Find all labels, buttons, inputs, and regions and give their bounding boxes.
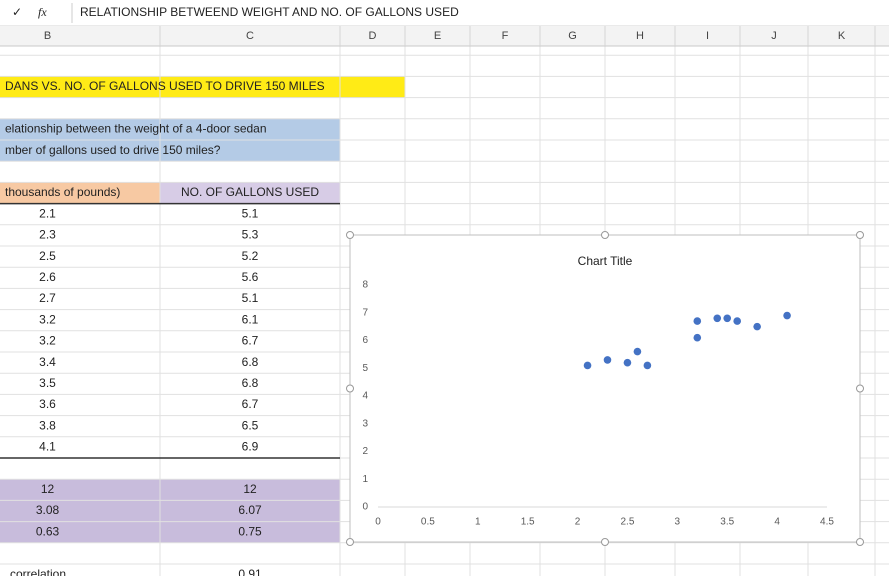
point	[733, 317, 741, 325]
cell[interactable]: 0.63	[36, 524, 60, 538]
x-tick-label: 1	[475, 517, 481, 528]
cell[interactable]: 3.4	[39, 355, 56, 369]
x-tick-label: 1.5	[521, 517, 535, 528]
y-tick-label: 2	[362, 446, 368, 457]
cell-fill	[0, 76, 405, 98]
cell[interactable]: 2.3	[39, 228, 56, 242]
cell[interactable]: 12	[243, 482, 257, 496]
column-header[interactable]: G	[568, 30, 577, 42]
resize-handle[interactable]	[856, 231, 864, 239]
fx-icon[interactable]: fx	[38, 5, 47, 19]
column-header[interactable]: F	[502, 30, 509, 42]
cell[interactable]: 2.6	[39, 270, 56, 284]
column-header[interactable]: J	[771, 30, 777, 42]
cell[interactable]: 6.07	[238, 503, 262, 517]
y-tick-label: 1	[362, 474, 368, 485]
cell[interactable]: 3.08	[36, 503, 60, 517]
cell[interactable]: 2.5	[39, 249, 56, 263]
cell[interactable]: 3.6	[39, 397, 56, 411]
column-header[interactable]: D	[369, 30, 377, 42]
cell[interactable]: 5.3	[242, 228, 259, 242]
column-header[interactable]: K	[838, 30, 846, 42]
cell[interactable]: 6.5	[242, 418, 259, 432]
cell[interactable]: 6.1	[242, 312, 259, 326]
resize-handle[interactable]	[601, 231, 609, 239]
point	[753, 322, 761, 331]
cell[interactable]: 2.1	[39, 206, 56, 220]
x-tick-label: 4	[774, 517, 780, 528]
resize-handle[interactable]	[856, 538, 864, 546]
cell[interactable]: 0.75	[238, 524, 262, 538]
column-header[interactable]: I	[706, 30, 709, 42]
column-header[interactable]: C	[246, 30, 254, 42]
cell[interactable]: NO. OF GALLONS USED	[181, 185, 319, 199]
x-tick-label: 2	[575, 517, 581, 528]
point	[713, 314, 722, 323]
chart-area[interactable]	[349, 234, 861, 543]
cell[interactable]: 12	[41, 482, 55, 496]
cell[interactable]: thousands of pounds)	[5, 185, 120, 199]
point	[623, 358, 632, 367]
x-tick-label: 3	[675, 517, 681, 528]
point	[693, 317, 702, 325]
resize-handle[interactable]	[856, 384, 864, 393]
cell[interactable]: 6.9	[242, 440, 259, 454]
cell[interactable]: 5.6	[242, 270, 259, 284]
cell[interactable]: 6.7	[242, 334, 259, 348]
y-tick-label: 4	[362, 391, 368, 402]
y-tick-label: 3	[362, 418, 368, 429]
cell[interactable]: 3.5	[39, 376, 56, 390]
point	[643, 361, 652, 370]
cell[interactable]: 6.7	[242, 397, 259, 411]
chart-title: Chart Title	[578, 254, 633, 268]
cell[interactable]: 5.2	[242, 249, 259, 263]
x-tick-label: 2.5	[620, 517, 634, 528]
resize-handle[interactable]	[346, 231, 354, 239]
cell-fill	[160, 182, 340, 204]
point	[583, 361, 592, 370]
cell[interactable]: 3.8	[39, 418, 56, 432]
cell[interactable]: mber of gallons used to drive 150 miles?	[5, 143, 221, 157]
x-tick-label: 4.5	[820, 517, 834, 528]
cell[interactable]: 6.8	[242, 376, 259, 390]
point	[633, 347, 642, 356]
cell[interactable]: DANS VS. NO. OF GALLONS USED TO DRIVE 15…	[5, 79, 325, 93]
resize-handle[interactable]	[346, 538, 354, 546]
y-tick-label: 0	[362, 502, 368, 513]
enter-icon[interactable]: ✓	[12, 5, 22, 19]
point	[603, 356, 612, 364]
resize-handle[interactable]	[601, 538, 609, 546]
cell[interactable]: 3.2	[39, 334, 56, 348]
cell[interactable]: 5.1	[242, 291, 259, 305]
point	[723, 314, 732, 323]
point	[693, 333, 702, 342]
point	[783, 311, 791, 320]
y-tick-label: 8	[362, 280, 368, 291]
cell[interactable]: correlation	[10, 567, 66, 576]
x-tick-label: 3.5	[720, 517, 734, 528]
cell[interactable]: elationship between the weight of a 4-do…	[5, 122, 267, 136]
y-tick-label: 6	[362, 335, 368, 346]
y-tick-label: 7	[362, 307, 368, 318]
header-cover	[0, 26, 889, 46]
column-header[interactable]: E	[434, 30, 441, 42]
column-header[interactable]: B	[44, 30, 51, 42]
cell[interactable]: 3.2	[39, 312, 56, 326]
cell[interactable]: 2.7	[39, 291, 56, 305]
cell[interactable]: 0.91	[238, 567, 262, 576]
x-tick-label: 0.5	[421, 517, 435, 528]
resize-handle[interactable]	[346, 384, 354, 393]
y-tick-label: 5	[362, 363, 368, 374]
cell[interactable]: 6.8	[242, 355, 259, 369]
x-tick-label: 0	[375, 517, 381, 528]
cell[interactable]: 5.1	[242, 206, 259, 220]
chart: Chart Title 0 1 2 3 4 5 6 7 8 0 0.5 1 1.5 2 2.5 3 3.5 4 4.5	[346, 231, 864, 546]
cell[interactable]: 4.1	[39, 440, 56, 454]
cell-fill	[0, 182, 160, 204]
formula-text[interactable]: RELATIONSHIP BETWEEND WEIGHT AND NO. OF …	[80, 5, 459, 19]
cell-fill	[0, 479, 340, 543]
formula-bar	[0, 0, 889, 26]
column-header[interactable]: H	[636, 30, 644, 42]
